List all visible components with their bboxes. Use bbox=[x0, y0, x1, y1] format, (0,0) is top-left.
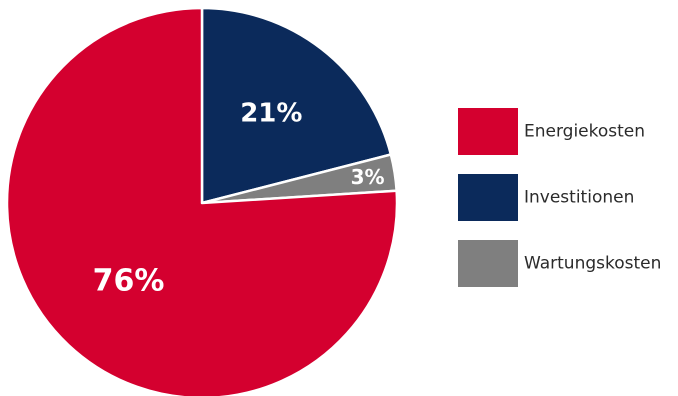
legend-swatch-energiekosten bbox=[458, 108, 518, 155]
slice-value-label: 21% bbox=[240, 99, 302, 129]
legend-label-energiekosten: Energiekosten bbox=[524, 122, 645, 142]
legend-swatch-investitionen bbox=[458, 174, 518, 221]
pie-slice-investitionen bbox=[200, 6, 393, 205]
pie-slice-labels: 21% 3% 76% bbox=[93, 99, 385, 299]
pie-slices bbox=[5, 6, 399, 396]
legend: Energiekosten Investitionen Wartungskosten bbox=[458, 108, 661, 287]
legend-swatch-wartungskosten bbox=[458, 240, 518, 287]
slice-value-label: 76% bbox=[93, 264, 165, 299]
legend-label-wartungskosten: Wartungskosten bbox=[524, 254, 661, 274]
slice-value-label: 3% bbox=[351, 165, 385, 189]
pie-slice-energiekosten bbox=[5, 6, 399, 396]
legend-label-investitionen: Investitionen bbox=[524, 188, 634, 208]
